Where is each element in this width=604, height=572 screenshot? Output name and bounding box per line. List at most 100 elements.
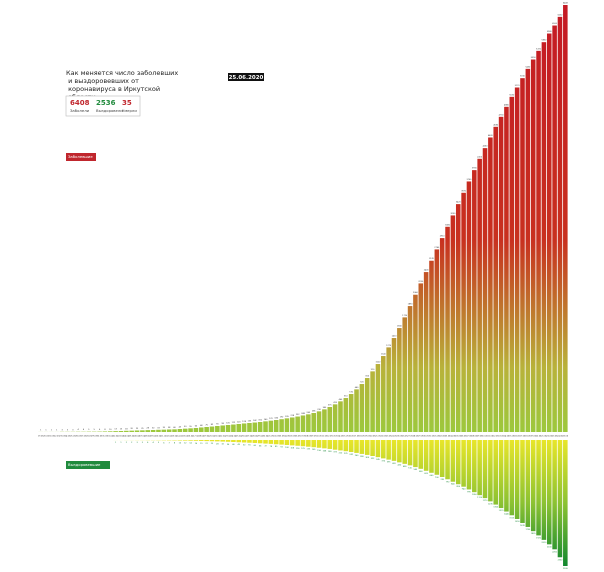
x-tick-label: 05.05	[290, 436, 296, 438]
value-label: 660	[430, 475, 434, 477]
value-label: 2400	[424, 270, 430, 272]
value-label: 310	[317, 409, 321, 411]
bar	[482, 148, 488, 432]
value-label: 5	[88, 429, 90, 431]
bar	[295, 416, 300, 432]
value-label: 6408	[563, 3, 569, 5]
bar	[391, 440, 397, 461]
value-label: 4260	[483, 146, 489, 148]
value-label: 1	[45, 429, 47, 431]
x-tick-label: 31.05	[429, 436, 435, 438]
x-tick-label: 27.03	[81, 436, 87, 438]
value-label: 4	[78, 429, 80, 431]
x-tick-label: 23.03	[59, 436, 65, 438]
value-label: 135	[307, 449, 311, 451]
value-label: 105	[226, 423, 230, 425]
x-tick-label: 27.04	[247, 436, 253, 438]
value-label: 50	[243, 444, 246, 446]
bar	[327, 440, 333, 449]
value-label: 180	[328, 451, 332, 453]
bar	[429, 440, 434, 473]
value-label: 210	[339, 452, 343, 454]
value-label: 2910	[440, 236, 446, 238]
x-tick-label: 24.06	[557, 436, 563, 438]
bar	[306, 414, 311, 432]
bar	[263, 421, 268, 432]
value-label: 1300	[493, 507, 499, 509]
x-tick-label: 29.05	[418, 436, 424, 438]
x-tick-label: 29.03	[92, 436, 98, 438]
x-tick-label: 26.04	[241, 436, 247, 438]
value-label: 4	[147, 442, 149, 444]
bar	[257, 422, 263, 432]
x-tick-label: 25.06	[563, 436, 569, 438]
bar	[370, 371, 375, 432]
bar	[386, 347, 391, 432]
value-label: 55	[248, 445, 251, 447]
x-tick-label: 10.06	[482, 436, 488, 438]
bar	[445, 440, 450, 480]
value-label: 810	[365, 376, 369, 378]
bar	[316, 411, 322, 432]
bar	[327, 407, 333, 432]
bar	[509, 96, 515, 432]
x-tick-label: 16.04	[188, 436, 194, 438]
bar	[225, 440, 231, 442]
value-label: 92	[280, 447, 283, 449]
value-label: 75	[205, 425, 208, 427]
bar	[386, 440, 391, 460]
value-label: 2200	[552, 551, 558, 553]
bar	[472, 170, 477, 432]
bar	[541, 440, 547, 540]
bar	[268, 420, 274, 432]
bar	[413, 440, 418, 468]
bar	[439, 440, 445, 478]
bar	[450, 215, 456, 432]
x-tick-label: 01.06	[434, 436, 440, 438]
bar	[493, 126, 499, 432]
bar	[220, 440, 225, 442]
value-label: 1170	[483, 500, 489, 502]
bar	[204, 427, 209, 432]
x-tick-label: 03.04	[118, 436, 124, 438]
bar	[129, 430, 134, 432]
x-tick-label: 04.05	[284, 436, 290, 438]
x-tick-label: 21.04	[215, 436, 221, 438]
value-label: 322	[371, 458, 375, 460]
bar	[434, 440, 440, 475]
bar	[209, 440, 215, 442]
bar	[504, 440, 509, 512]
bar	[322, 409, 327, 432]
bar	[477, 440, 482, 496]
value-label: 415	[333, 402, 337, 404]
value-label: 160	[264, 419, 268, 421]
value-label: 72	[264, 446, 267, 448]
value-label: 192	[280, 417, 284, 419]
bar	[525, 440, 531, 527]
x-tick-label: 12.04	[166, 436, 172, 438]
x-tick-label: 11.04	[161, 436, 167, 438]
bar	[530, 440, 536, 532]
x-tick-label: 18.05	[359, 436, 365, 438]
x-tick-label: 25.04	[236, 436, 242, 438]
value-label: 2010	[542, 542, 548, 544]
value-label: 195	[333, 452, 337, 454]
bar	[439, 238, 445, 432]
value-label: 22	[205, 443, 208, 445]
bar	[514, 87, 520, 433]
value-label: 1410	[392, 336, 398, 338]
bar	[541, 42, 547, 432]
value-label: 8	[104, 429, 106, 431]
bar	[263, 440, 268, 444]
value-label: 36	[227, 444, 230, 446]
bar	[546, 33, 552, 433]
value-label: 1235	[488, 503, 494, 505]
value-label: 1920	[536, 537, 542, 539]
bar	[273, 440, 279, 445]
value-label: 156	[317, 450, 321, 452]
bar	[252, 440, 258, 443]
bar	[477, 158, 482, 433]
bar	[182, 428, 188, 432]
value-label: 545	[414, 469, 418, 471]
